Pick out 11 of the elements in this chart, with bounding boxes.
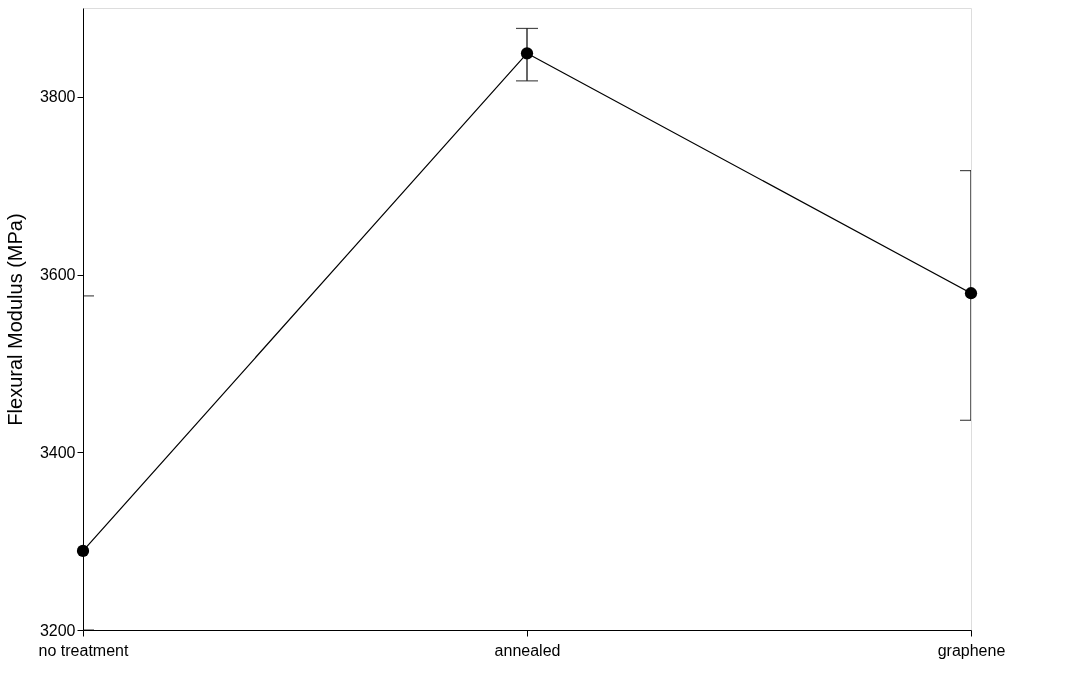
x-tick-label: annealed xyxy=(494,641,561,659)
x-tick-label: graphene xyxy=(937,641,1006,659)
y-tick-label: 3800 xyxy=(39,88,76,106)
y-tick-label: 3600 xyxy=(39,266,76,284)
point xyxy=(520,47,534,60)
point xyxy=(964,287,978,300)
x-tick-label: no treatment xyxy=(38,641,129,659)
y-tick-label: 3400 xyxy=(39,443,76,461)
point xyxy=(76,544,90,558)
y-axis-title: Flexural Modulus (MPa) xyxy=(3,213,26,426)
y-tick-label: 3200 xyxy=(39,621,76,639)
